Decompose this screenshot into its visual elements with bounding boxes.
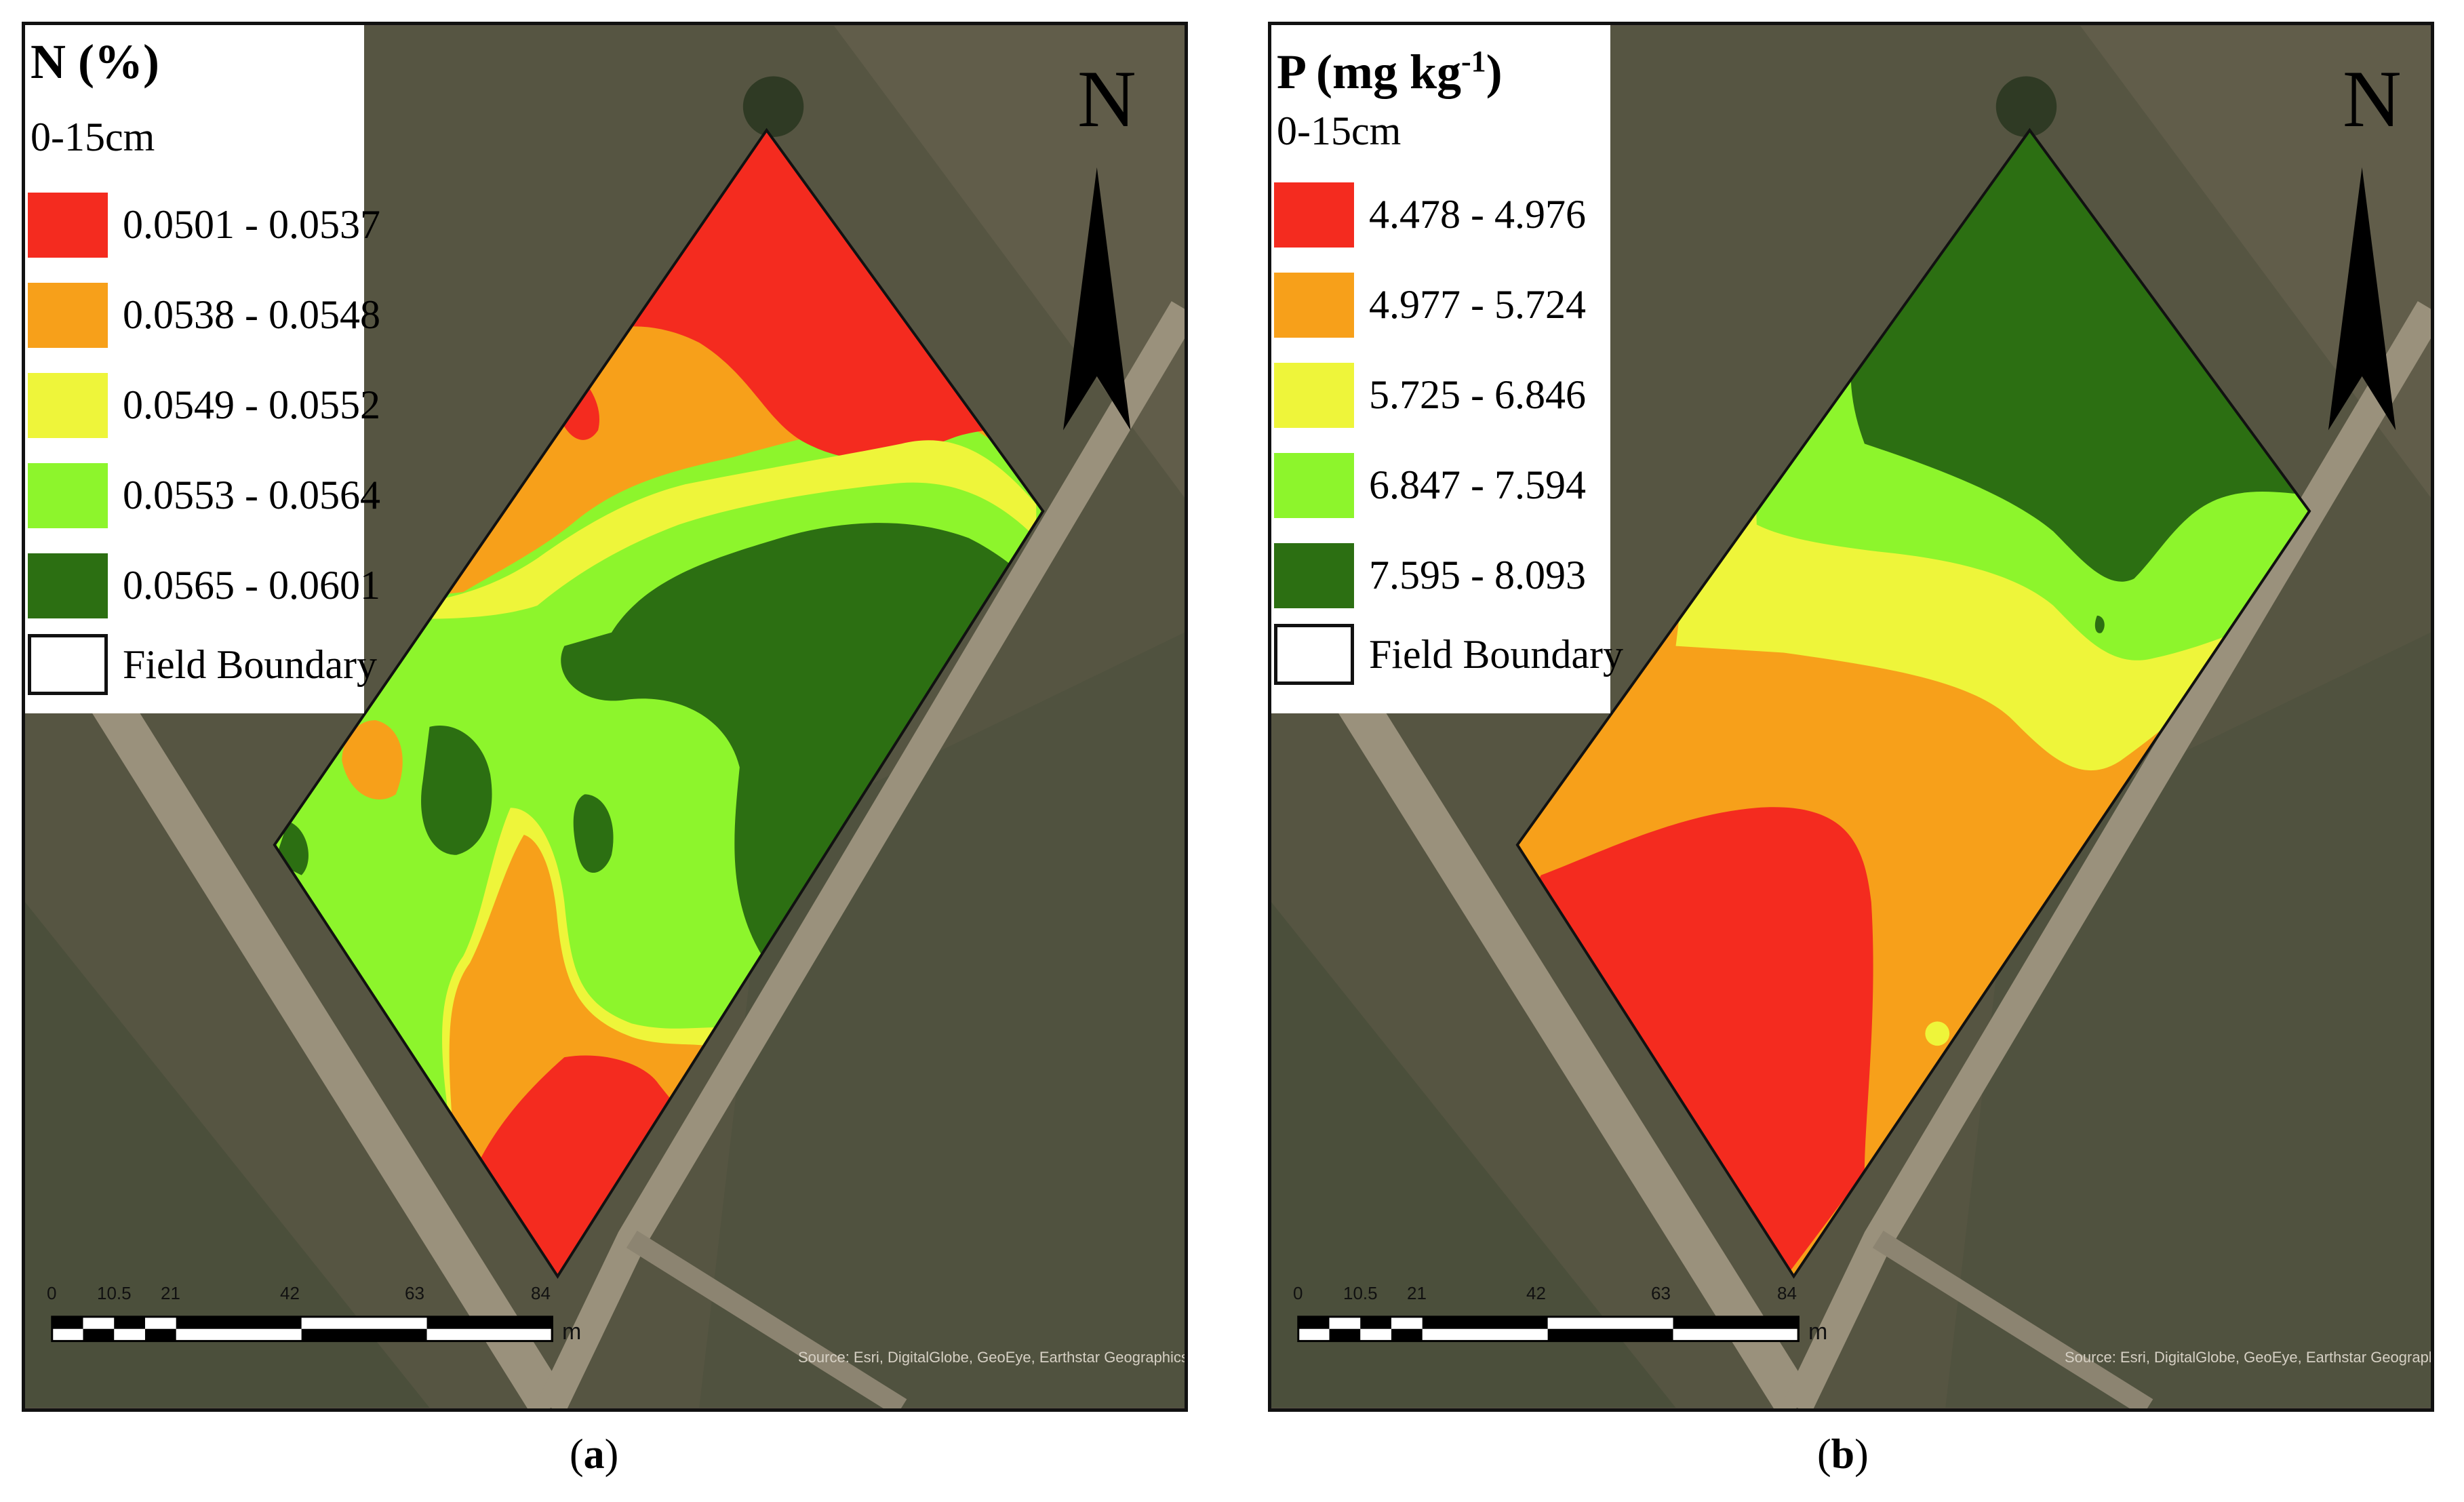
scale-tick: 63 [405,1283,424,1303]
field-boundary [1515,127,2311,1279]
legend-item: 0.0565 - 0.0601 [28,540,380,631]
scale-tick: 84 [1777,1283,1797,1303]
legend-item-boundary: Field Boundary [28,631,377,698]
scale-tick: 21 [1407,1283,1427,1303]
map-attribution: Source: Esri, DigitalGlobe, GeoEye, Eart… [798,1349,1188,1366]
legend-swatch-orange [28,282,108,348]
legend-swatch-boundary [1274,624,1354,685]
legend-item-label: 5.725 - 6.846 [1369,372,1586,417]
map-canvas-a [25,25,1185,1408]
legend-depth: 0-15cm [31,115,155,159]
scale-bar [51,1316,553,1343]
legend-item-label: 0.0565 - 0.0601 [123,563,380,608]
scale-unit: m [562,1319,582,1345]
legend-item: 5.725 - 6.846 [1274,350,1598,440]
caption-letter: a [583,1431,605,1478]
north-label: N [1077,54,1136,144]
road [48,621,568,1408]
legend-swatch-orange [1274,272,1354,338]
map-panel-a: N (%) 0-15cm 0.0501 - 0.0537 0.0538 - 0.… [22,22,1188,1412]
legend-item-boundary: Field Boundary [1274,620,1623,688]
caption-letter: b [1831,1431,1855,1478]
legend-swatch-yellow [1274,362,1354,428]
legend-swatch-lightgreen [1274,452,1354,518]
scale-tick: 42 [280,1283,300,1303]
scale-tick: 10.5 [1343,1283,1378,1303]
legend-item: 0.0549 - 0.0552 [28,360,380,450]
scale-tick: 42 [1526,1283,1546,1303]
tree [742,76,804,137]
legend-swatch-red [1274,182,1354,248]
scale-tick: 0 [1293,1283,1303,1303]
north-arrow-icon [2328,167,2396,431]
caption-a: (a) [570,1431,619,1478]
north-arrow-icon [1063,167,1131,431]
legend-item-label: 6.847 - 7.594 [1369,462,1586,507]
road [1294,621,1814,1408]
legend-item: 0.0553 - 0.0564 [28,450,380,540]
field-boundary [273,127,1045,1279]
legend-item: 7.595 - 8.093 [1274,530,1598,620]
legend-item-label: 4.977 - 5.724 [1369,282,1586,327]
legend-swatch-lightgreen [28,462,108,528]
legend-item: 4.478 - 4.976 [1274,170,1598,260]
legend-item-label: Field Boundary [123,641,377,687]
legend-item-label: 4.478 - 4.976 [1369,192,1586,237]
scale-tick: 63 [1651,1283,1671,1303]
legend-swatch-boundary [28,634,108,695]
map-attribution: Source: Esri, DigitalGlobe, GeoEye, Eart… [2065,1349,2434,1366]
legend-title: N (%) [31,35,159,89]
legend-item-label: Field Boundary [1369,631,1623,677]
legend-item-label: 0.0549 - 0.0552 [123,382,380,427]
legend-item-label: 0.0553 - 0.0564 [123,473,380,517]
caption-b: (b) [1817,1431,1869,1478]
legend-title-main: P (mg kg [1277,45,1462,99]
north-label: N [2343,54,2402,144]
scale-tick: 21 [161,1283,180,1303]
scale-tick: 0 [47,1283,57,1303]
legend-item: 6.847 - 7.594 [1274,440,1598,530]
legend-item: 0.0538 - 0.0548 [28,270,380,360]
legend-title-end: ) [1486,45,1503,99]
scale-tick: 10.5 [97,1283,132,1303]
legend-swatch-darkgreen [28,553,108,618]
legend-item: 0.0501 - 0.0537 [28,180,380,270]
legend-item-label: 0.0501 - 0.0537 [123,202,380,247]
legend-item-label: 0.0538 - 0.0548 [123,292,380,337]
legend-title: P (mg kg-1) [1277,35,1598,99]
legend-swatch-red [28,192,108,258]
legend-depth: 0-15cm [1277,108,1402,153]
map-panel-b: P (mg kg-1) 0-15cm 4.478 - 4.976 4.977 -… [1268,22,2434,1412]
road [1783,301,2431,1408]
legend-title-sup: -1 [1461,45,1486,78]
scale-tick: 84 [531,1283,551,1303]
legend-item-label: 7.595 - 8.093 [1369,553,1586,597]
legend-swatch-darkgreen [1274,542,1354,608]
tree [1995,76,2057,137]
legend-swatch-yellow [28,372,108,438]
legend-a: N (%) 0-15cm 0.0501 - 0.0537 0.0538 - 0.… [25,25,380,713]
legend-b: P (mg kg-1) 0-15cm 4.478 - 4.976 4.977 -… [1271,25,1623,713]
legend-item: 4.977 - 5.724 [1274,260,1598,350]
scale-unit: m [1808,1319,1828,1345]
map-canvas-b [1271,25,2431,1408]
scale-bar [1297,1316,1800,1343]
